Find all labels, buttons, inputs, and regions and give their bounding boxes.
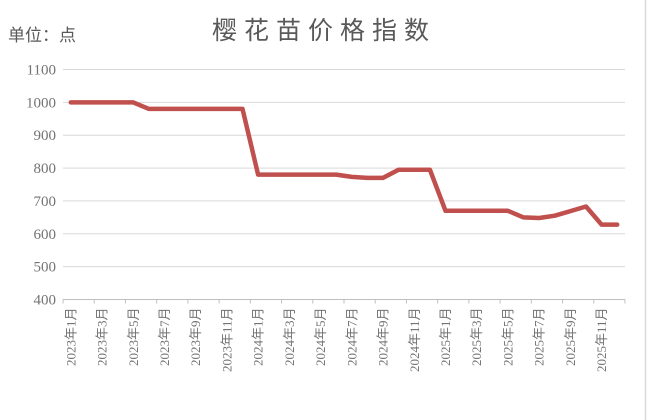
x-axis-tick-label: 2023年5月 <box>126 308 141 367</box>
x-axis-tick-label: 2025年1月 <box>438 308 453 367</box>
x-axis-tick-label: 2025年5月 <box>500 308 515 367</box>
x-axis-tick-label: 2025年11月 <box>594 308 609 373</box>
x-axis-tick-label: 2024年5月 <box>313 308 328 367</box>
price-index-line-series <box>68 100 620 227</box>
x-axis-tick-label: 2023年1月 <box>63 308 78 367</box>
x-axis-tick-label: 2024年9月 <box>376 308 391 367</box>
x-axis-tick-label: 2025年7月 <box>532 308 547 367</box>
x-axis-tick-label: 2023年11月 <box>219 308 234 373</box>
unit-label: 单位：点 <box>8 26 76 45</box>
x-axis-tick-label: 2025年3月 <box>469 308 484 367</box>
x-axis-tick-label: 2024年1月 <box>251 308 266 367</box>
x-axis-tick-label: 2023年9月 <box>188 308 203 367</box>
x-axis-tick-label: 2024年3月 <box>282 308 297 367</box>
x-axis-tick-label: 2024年7月 <box>344 308 359 367</box>
y-axis-tick-label: 700 <box>34 194 57 210</box>
x-axis-tick-label: 2023年7月 <box>157 308 172 367</box>
chart-title: 樱花苗价格指数 <box>211 18 436 45</box>
y-axis-tick-label: 900 <box>34 128 57 144</box>
y-axis-tick-label: 600 <box>34 227 57 243</box>
x-axis-tick-label: 2025年9月 <box>563 308 578 367</box>
y-axis-tick-label: 1100 <box>27 63 56 79</box>
x-axis-tick-label: 2023年3月 <box>95 308 110 367</box>
y-axis-tick-label: 400 <box>34 293 57 309</box>
y-axis-tick-label: 1000 <box>26 95 56 111</box>
y-axis-tick-label: 500 <box>34 260 57 276</box>
y-axis-tick-label: 800 <box>34 161 57 177</box>
x-axis-tick-label: 2024年11月 <box>407 308 422 373</box>
